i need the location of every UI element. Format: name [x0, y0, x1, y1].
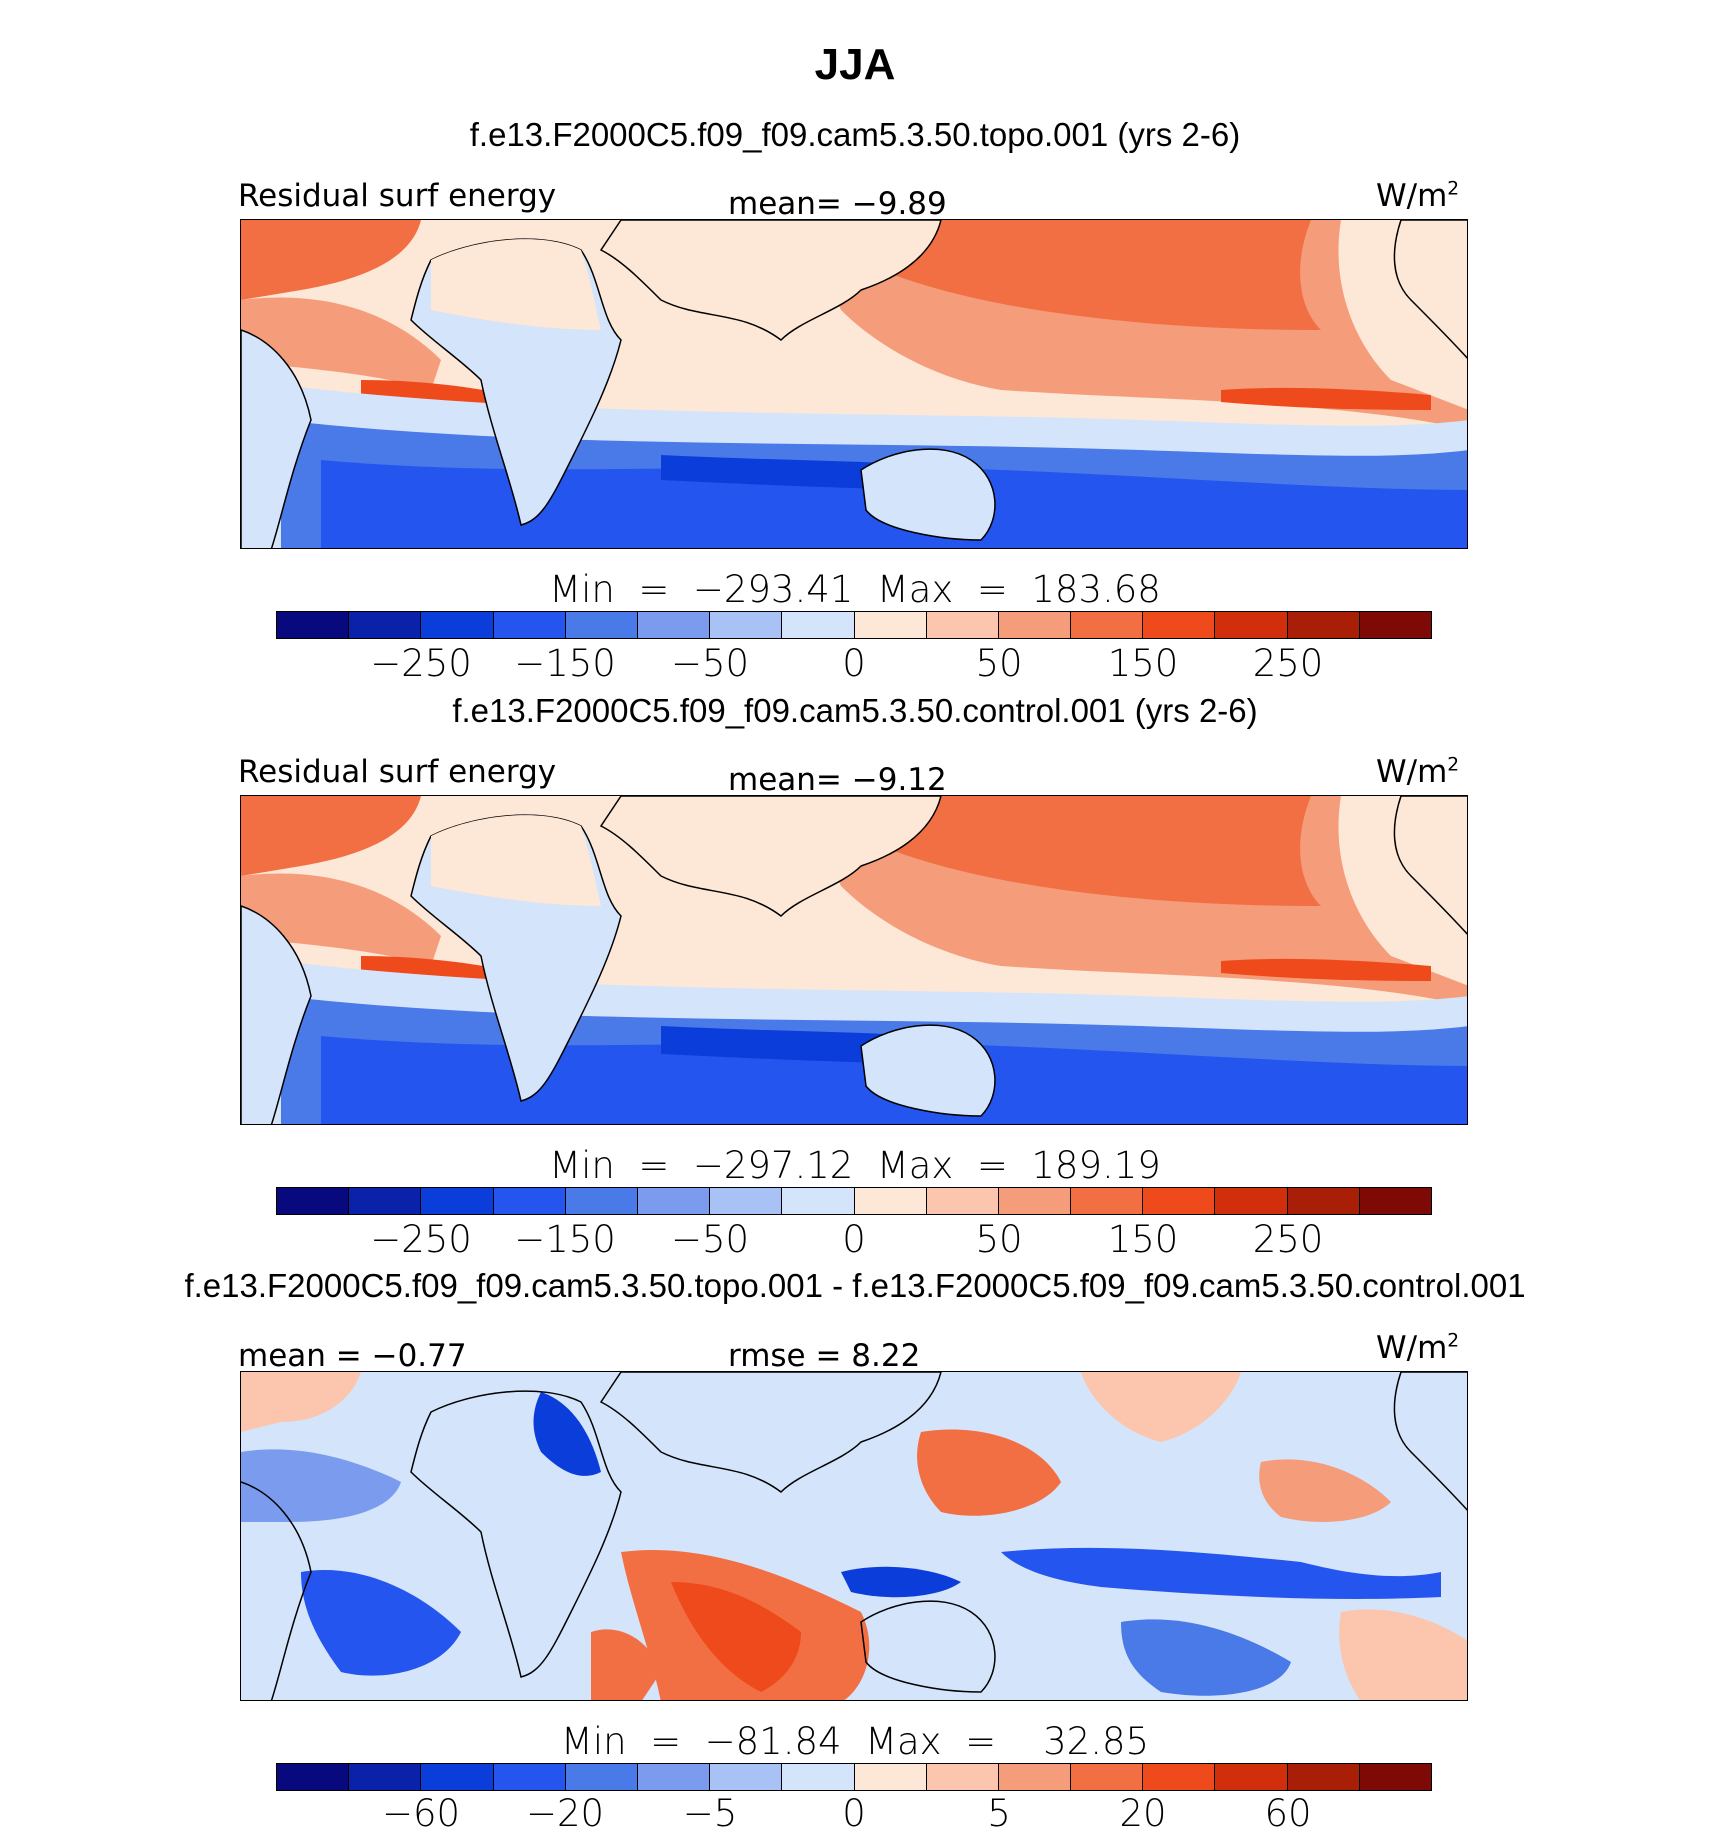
panel-3-map	[240, 1371, 1468, 1701]
colorbar-cell	[1143, 612, 1216, 638]
panel-1-tick-label: 250	[1252, 642, 1324, 685]
colorbar-cell	[710, 1764, 783, 1790]
panel-1-tick-label: −250	[370, 642, 472, 685]
colorbar-cell	[277, 1188, 350, 1214]
panel-1-tick-label: 0	[842, 642, 866, 685]
colorbar-cell	[565, 612, 638, 638]
colorbar-cell	[637, 1764, 711, 1790]
colorbar-cell	[1071, 1188, 1144, 1214]
panel-3-tick-label: −20	[525, 1792, 605, 1835]
panel-2-tick-label: 250	[1252, 1218, 1324, 1261]
panel-3-units: W/m2	[1376, 1330, 1460, 1366]
panel-1-left-label: Residual surf energy	[238, 178, 557, 214]
colorbar-cell	[1215, 1188, 1288, 1214]
colorbar-cell	[854, 1188, 927, 1214]
colorbar-cell	[421, 1188, 494, 1214]
colorbar-cell	[565, 1764, 638, 1790]
panel-3-rmse-label: rmse = 8.22	[728, 1338, 921, 1374]
colorbar-cell	[1287, 1188, 1360, 1214]
panel-2-minmax: Min = −297.12 Max = 189.19	[549, 1144, 1161, 1187]
colorbar-cell	[493, 612, 566, 638]
colorbar-cell	[1359, 612, 1431, 638]
colorbar-cell	[782, 1764, 855, 1790]
panel-3-tick-label: −60	[381, 1792, 461, 1835]
colorbar-cell	[998, 612, 1072, 638]
colorbar-cell	[1071, 612, 1144, 638]
panel-2-tick-label: 150	[1107, 1218, 1179, 1261]
colorbar-cell	[1143, 1764, 1216, 1790]
colorbar-cell	[926, 1764, 999, 1790]
colorbar-cell	[565, 1188, 638, 1214]
colorbar-cell	[1143, 1188, 1216, 1214]
colorbar-cell	[421, 612, 494, 638]
colorbar-cell	[710, 612, 783, 638]
colorbar-cell	[349, 612, 422, 638]
panel-2-tick-label: −50	[670, 1218, 750, 1261]
colorbar-cell	[998, 1188, 1072, 1214]
panel-3-subtitle: f.e13.F2000C5.f09_f09.cam5.3.50.topo.001…	[184, 1267, 1526, 1304]
colorbar-cell	[637, 1188, 711, 1214]
colorbar-cell	[421, 1764, 494, 1790]
colorbar-cell	[782, 1188, 855, 1214]
panel-2-colorbar	[276, 1187, 1432, 1215]
colorbar-cell	[998, 1764, 1072, 1790]
colorbar-cell	[493, 1764, 566, 1790]
panel-2-tick-label: −150	[514, 1218, 616, 1261]
panel-1-subtitle: f.e13.F2000C5.f09_f09.cam5.3.50.topo.001…	[469, 116, 1241, 153]
panel-1-tick-label: −50	[670, 642, 750, 685]
panel-1-tick-label: 50	[975, 642, 1023, 685]
panel-3-tick-label: 20	[1119, 1792, 1167, 1835]
panel-2-mean-label: mean= −9.12	[728, 762, 947, 798]
figure-title: JJA	[814, 40, 896, 89]
colorbar-cell	[782, 612, 855, 638]
panel-3-tick-label: −5	[682, 1792, 738, 1835]
colorbar-cell	[1071, 1764, 1144, 1790]
panel-2-tick-label: 0	[842, 1218, 866, 1261]
panel-3-minmax: Min = −81.84 Max = 32.85	[560, 1720, 1150, 1763]
panel-2-map	[240, 795, 1468, 1125]
colorbar-cell	[854, 1764, 927, 1790]
panel-1-minmax: Min = −293.41 Max = 183.68	[549, 568, 1161, 611]
panel-3-tick-label: 60	[1264, 1792, 1312, 1835]
panel-3-tick-label: 5	[987, 1792, 1011, 1835]
colorbar-cell	[1287, 1764, 1360, 1790]
panel-3-mean-label: mean = −0.77	[238, 1338, 467, 1374]
colorbar-cell	[493, 1188, 566, 1214]
colorbar-cell	[1215, 1764, 1288, 1790]
colorbar-cell	[1287, 612, 1360, 638]
colorbar-cell	[710, 1188, 783, 1214]
panel-3-tick-label: 0	[842, 1792, 866, 1835]
panel-1-tick-label: −150	[514, 642, 616, 685]
colorbar-cell	[277, 1764, 350, 1790]
colorbar-cell	[854, 612, 927, 638]
colorbar-cell	[1359, 1188, 1431, 1214]
panel-2-subtitle: f.e13.F2000C5.f09_f09.cam5.3.50.control.…	[452, 692, 1258, 729]
colorbar-cell	[1359, 1764, 1431, 1790]
colorbar-cell	[926, 1188, 999, 1214]
panel-2-units: W/m2	[1376, 754, 1460, 790]
colorbar-cell	[1215, 612, 1288, 638]
panel-3-colorbar	[276, 1763, 1432, 1791]
colorbar-cell	[349, 1188, 422, 1214]
panel-1-units: W/m2	[1376, 178, 1460, 214]
panel-1-tick-label: 150	[1107, 642, 1179, 685]
panel-1-map	[240, 219, 1468, 549]
colorbar-cell	[637, 612, 711, 638]
panel-2-tick-label: −250	[370, 1218, 472, 1261]
panel-1-mean-label: mean= −9.89	[728, 186, 947, 222]
colorbar-cell	[926, 612, 999, 638]
colorbar-cell	[349, 1764, 422, 1790]
panel-1-colorbar	[276, 611, 1432, 639]
colorbar-cell	[277, 612, 350, 638]
panel-2-left-label: Residual surf energy	[238, 754, 557, 790]
panel-2-tick-label: 50	[975, 1218, 1023, 1261]
